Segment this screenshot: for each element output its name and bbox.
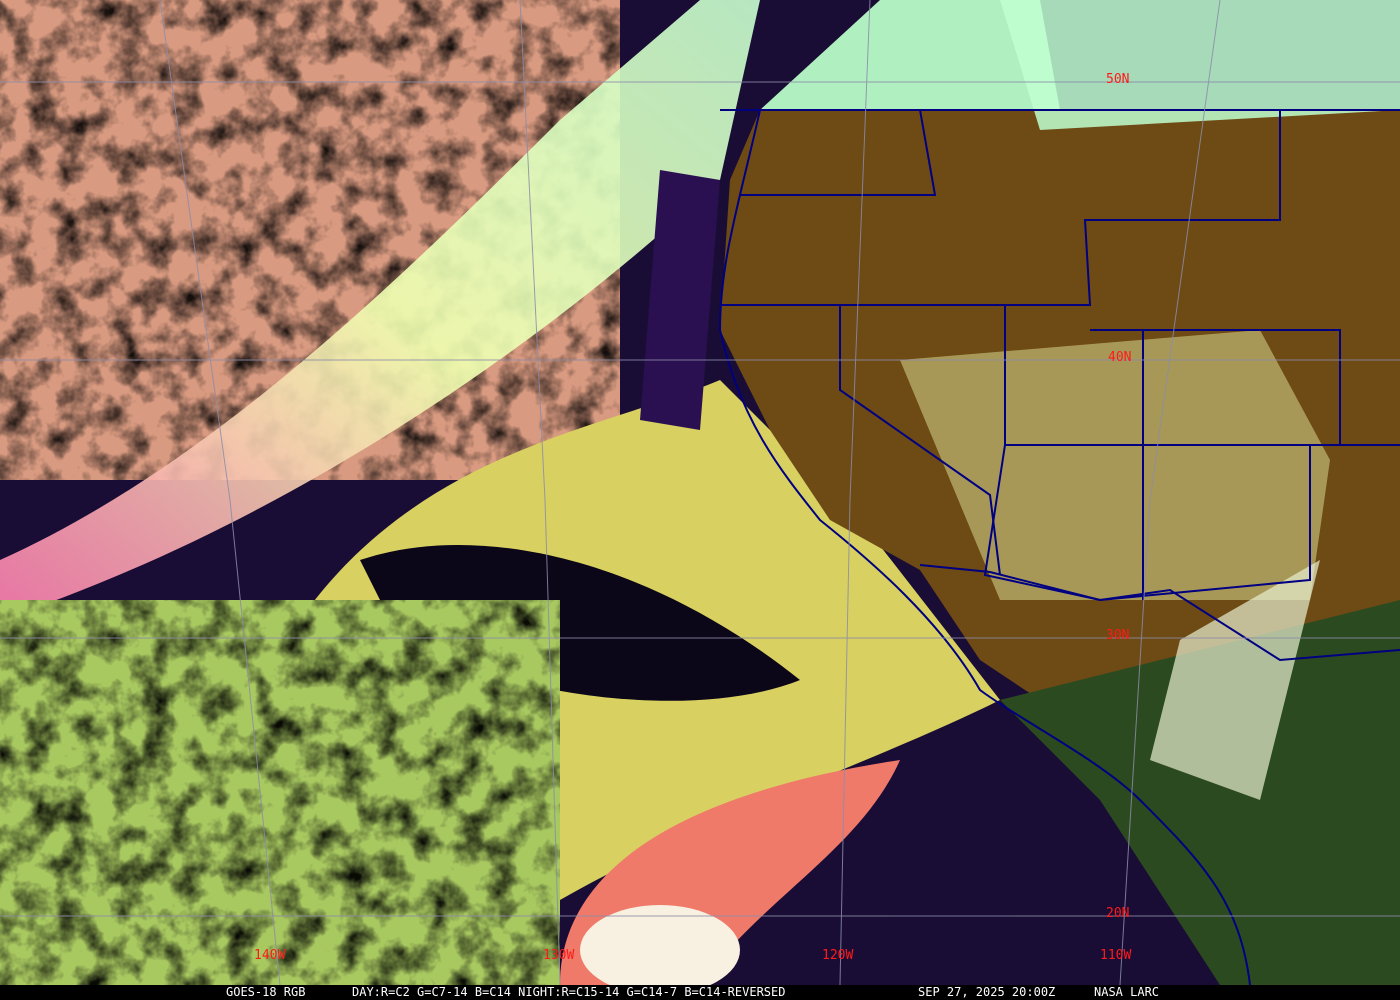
- latitude-label-40n: 40N: [1108, 350, 1132, 365]
- image-caption-bar: GOES-18 RGB DAY:R=C2 G=C7-14 B=C14 NIGHT…: [0, 985, 1400, 1000]
- longitude-label-140w: 140W: [254, 948, 286, 963]
- longitude-label-130w: 130W: [543, 948, 575, 963]
- latitude-label-50n: 50N: [1106, 72, 1130, 87]
- caption-title: GOES-18 RGB: [226, 985, 306, 999]
- latitude-label-30n: 30N: [1106, 628, 1130, 643]
- latitude-label-20n: 20N: [1106, 906, 1130, 921]
- longitude-label-110w: 110W: [1100, 948, 1132, 963]
- caption-datetime: SEP 27, 2025 20:00Z: [918, 985, 1056, 999]
- longitude-label-120w: 120W: [822, 948, 854, 963]
- caption-credit: NASA LARC: [1094, 985, 1160, 999]
- political-boundaries: [718, 109, 1400, 985]
- caption-recipe: DAY:R=C2 G=C7-14 B=C14 NIGHT:R=C15-14 G=…: [352, 985, 786, 999]
- frontal-cloud-band: [0, 0, 760, 620]
